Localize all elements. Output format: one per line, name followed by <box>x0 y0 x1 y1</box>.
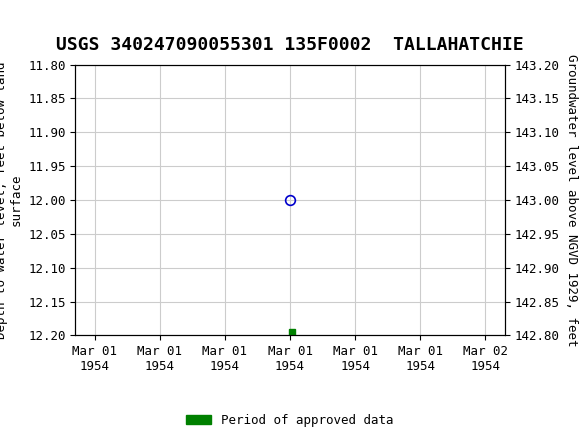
Text: ≋USGS: ≋USGS <box>6 11 81 34</box>
Text: USGS 340247090055301 135F0002  TALLAHATCHIE: USGS 340247090055301 135F0002 TALLAHATCH… <box>56 36 524 54</box>
Legend: Period of approved data: Period of approved data <box>181 409 399 430</box>
Y-axis label: Groundwater level above NGVD 1929, feet: Groundwater level above NGVD 1929, feet <box>565 54 578 346</box>
Y-axis label: Depth to water level, feet below land
surface: Depth to water level, feet below land su… <box>0 61 23 339</box>
